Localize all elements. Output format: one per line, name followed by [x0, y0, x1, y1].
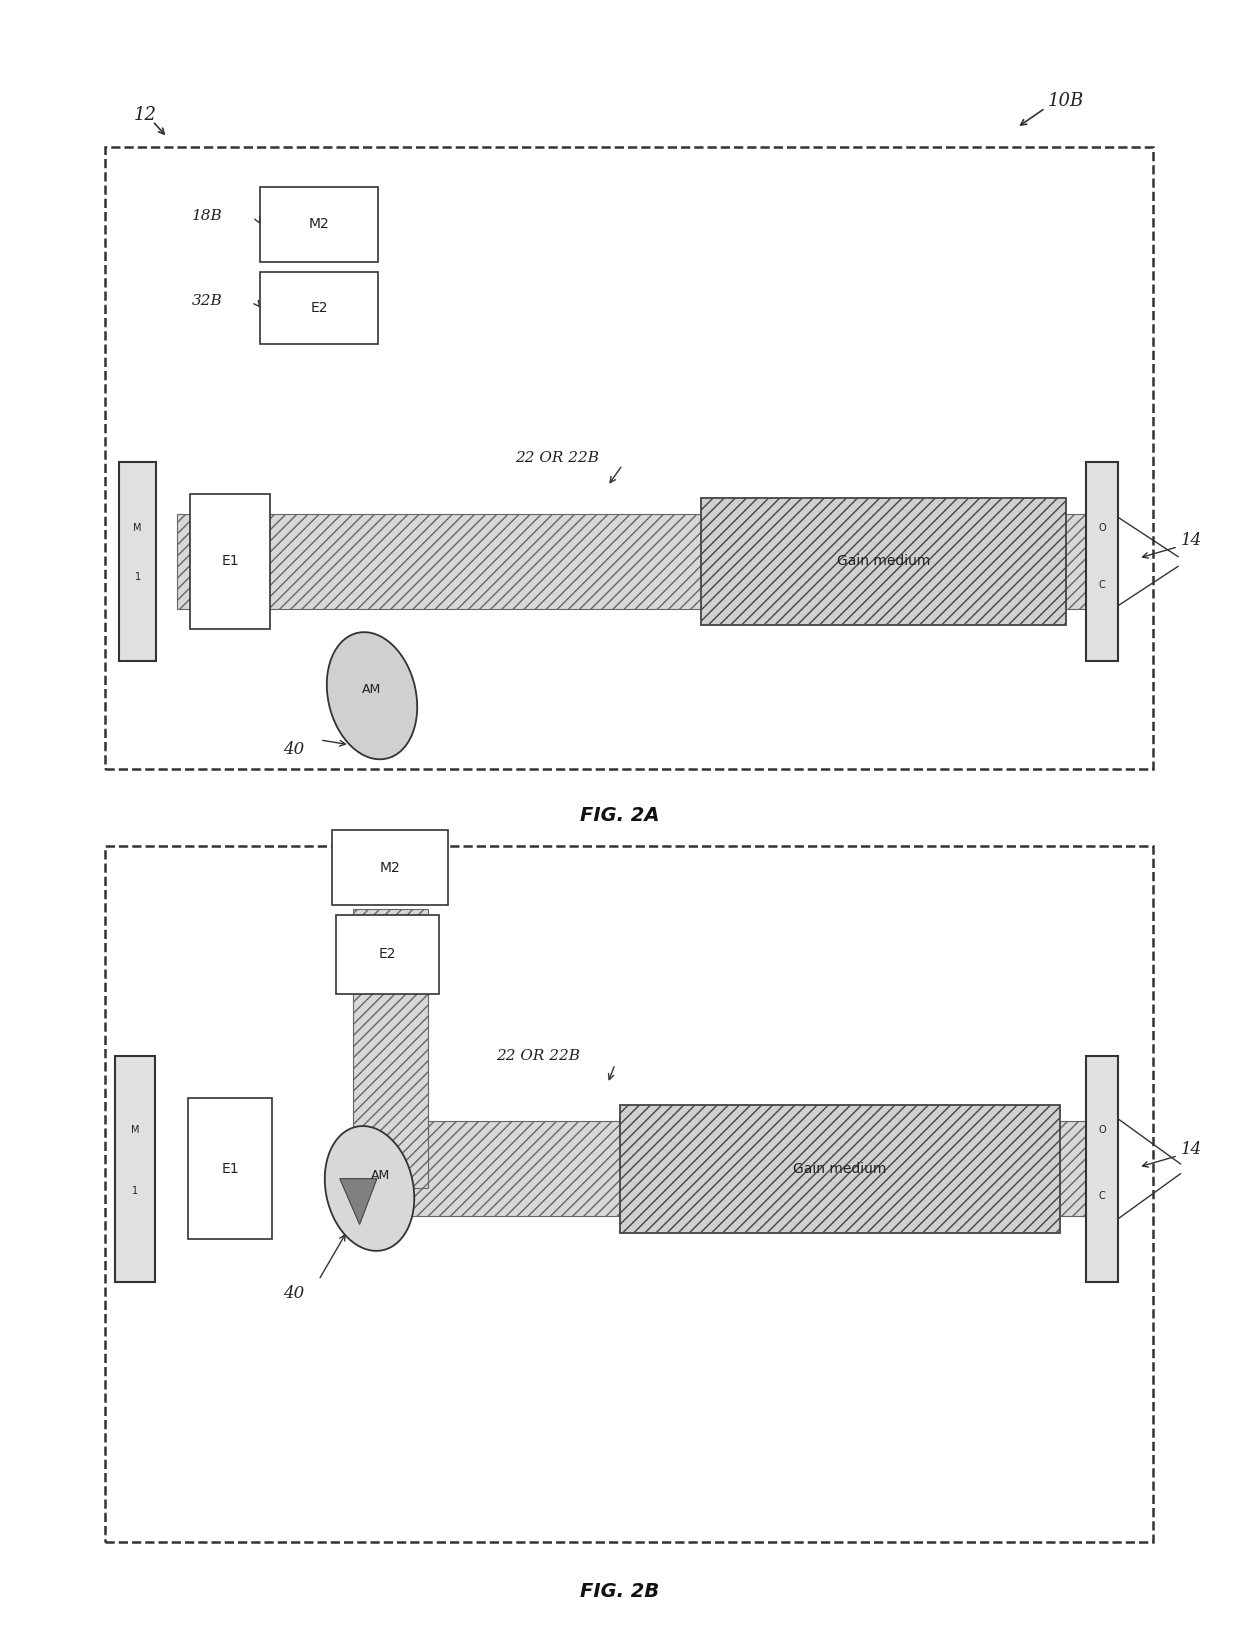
- Text: AM: AM: [371, 1169, 391, 1182]
- Bar: [620, 1105, 1060, 1233]
- Text: 22 OR 22B: 22 OR 22B: [515, 452, 599, 465]
- Text: AM: AM: [362, 683, 382, 696]
- Text: 40: 40: [283, 742, 304, 758]
- Bar: [115, 1056, 155, 1282]
- Text: FIG. 2B: FIG. 2B: [580, 1581, 660, 1601]
- Bar: [119, 462, 156, 661]
- Bar: [190, 494, 270, 629]
- Text: 32B: 32B: [192, 295, 223, 308]
- Text: E2: E2: [378, 948, 397, 961]
- Ellipse shape: [327, 632, 417, 760]
- Polygon shape: [340, 1179, 377, 1224]
- Text: C: C: [1099, 581, 1106, 591]
- Text: M: M: [131, 1125, 139, 1136]
- Bar: [701, 498, 1066, 625]
- Text: 14: 14: [1180, 1141, 1202, 1157]
- Text: 12: 12: [134, 106, 157, 123]
- Bar: [332, 830, 448, 905]
- Text: E1: E1: [221, 555, 239, 568]
- Text: E2: E2: [310, 301, 329, 314]
- Text: FIG. 2A: FIG. 2A: [580, 805, 660, 825]
- Text: 18B: 18B: [192, 210, 223, 223]
- Bar: [105, 147, 1153, 769]
- Bar: [336, 915, 439, 994]
- Text: 10B: 10B: [1048, 93, 1084, 110]
- Text: 1: 1: [133, 1187, 138, 1197]
- Bar: [1086, 1056, 1118, 1282]
- Text: 1: 1: [135, 573, 140, 583]
- Text: C: C: [1099, 1192, 1106, 1202]
- Bar: [360, 1121, 1091, 1216]
- Text: M: M: [134, 522, 141, 532]
- Text: M2: M2: [379, 861, 401, 874]
- Text: Gain medium: Gain medium: [837, 555, 930, 568]
- Text: E1: E1: [221, 1162, 239, 1175]
- Bar: [260, 272, 378, 344]
- Text: 22 OR 22B: 22 OR 22B: [496, 1049, 580, 1062]
- Bar: [353, 909, 428, 1188]
- Text: 40: 40: [283, 1285, 304, 1301]
- Bar: [1086, 462, 1118, 661]
- Text: O: O: [1099, 1125, 1106, 1136]
- Ellipse shape: [325, 1126, 414, 1251]
- Bar: [260, 187, 378, 262]
- Bar: [188, 1098, 272, 1239]
- Bar: [177, 514, 1091, 609]
- Text: Gain medium: Gain medium: [794, 1162, 887, 1175]
- Bar: [105, 846, 1153, 1542]
- Text: O: O: [1099, 522, 1106, 532]
- Text: 14: 14: [1180, 532, 1202, 548]
- Text: M2: M2: [309, 218, 330, 231]
